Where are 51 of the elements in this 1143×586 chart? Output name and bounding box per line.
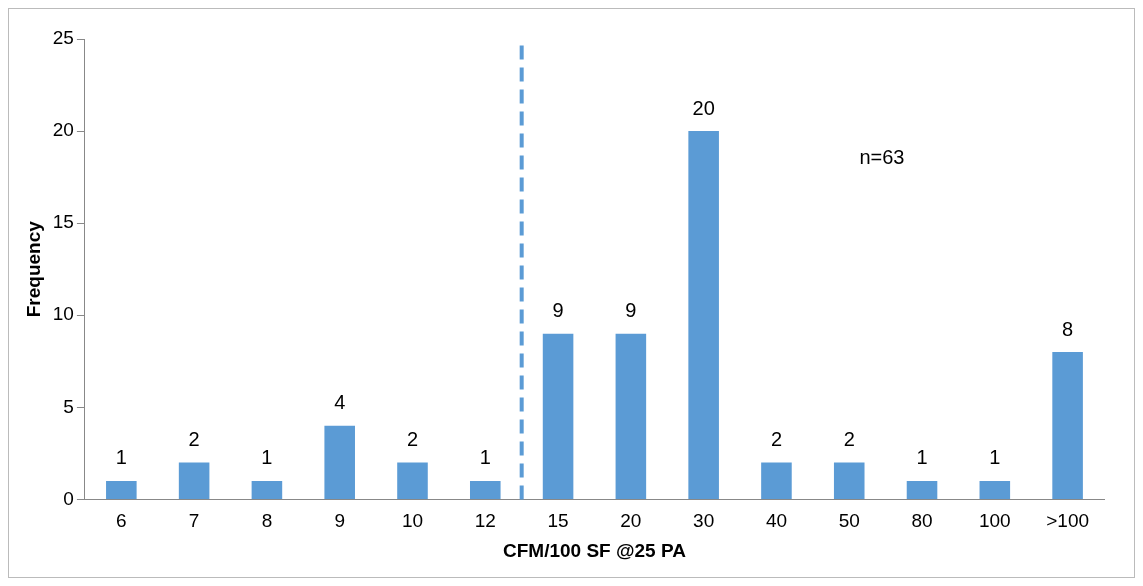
data-label: 20 — [692, 96, 715, 119]
bar — [833, 462, 865, 499]
data-label: 8 — [1062, 317, 1074, 340]
data-label: 2 — [843, 428, 855, 451]
y-tick-label: 20 — [52, 119, 74, 141]
x-tick-label: 8 — [261, 510, 273, 532]
bar — [688, 131, 719, 499]
data-label: 1 — [989, 446, 1001, 469]
bar — [106, 480, 137, 499]
data-label: 4 — [334, 391, 346, 414]
bar — [979, 480, 1011, 499]
bar — [324, 425, 355, 499]
bar — [397, 462, 428, 499]
x-tick-label: >100 — [1046, 510, 1089, 532]
y-tick-label: 15 — [52, 211, 74, 233]
data-label: 2 — [770, 428, 783, 451]
x-tick-label: 50 — [838, 510, 860, 532]
bar — [470, 480, 501, 499]
x-tick-label: 7 — [188, 510, 200, 532]
data-label: 2 — [188, 428, 200, 451]
x-tick-label: 15 — [547, 510, 569, 532]
data-label: 2 — [406, 428, 419, 451]
y-tick-label: 25 — [52, 27, 74, 49]
x-tick-label: 20 — [620, 510, 642, 532]
annotation: n=63 — [859, 146, 905, 169]
data-label: 1 — [261, 446, 273, 469]
bar — [178, 462, 210, 499]
y-tick-label: 10 — [52, 303, 74, 325]
x-tick-label: 40 — [765, 510, 788, 532]
data-label: 1 — [479, 446, 491, 469]
bar — [542, 333, 574, 499]
bar — [1052, 352, 1083, 499]
x-tick-label: 100 — [978, 510, 1011, 532]
x-tick-label: 10 — [401, 510, 424, 532]
x-tick-label: 80 — [911, 510, 933, 532]
bar — [761, 462, 792, 499]
y-axis-title: Frequency — [22, 220, 44, 318]
x-axis-title: CFM/100 SF @25 PA — [503, 539, 687, 561]
bar — [251, 480, 283, 499]
data-label: 9 — [552, 299, 564, 322]
y-tick-label: 0 — [63, 487, 74, 509]
data-label: 1 — [115, 446, 127, 469]
bar — [906, 480, 938, 499]
bar — [615, 333, 647, 499]
x-tick-label: 6 — [116, 510, 127, 532]
x-tick-label: 9 — [334, 510, 345, 532]
y-tick-label: 5 — [63, 395, 74, 417]
x-tick-label: 12 — [474, 510, 496, 532]
data-label: 1 — [916, 446, 928, 469]
x-tick-label: 30 — [693, 510, 715, 532]
data-label: 9 — [625, 299, 637, 322]
